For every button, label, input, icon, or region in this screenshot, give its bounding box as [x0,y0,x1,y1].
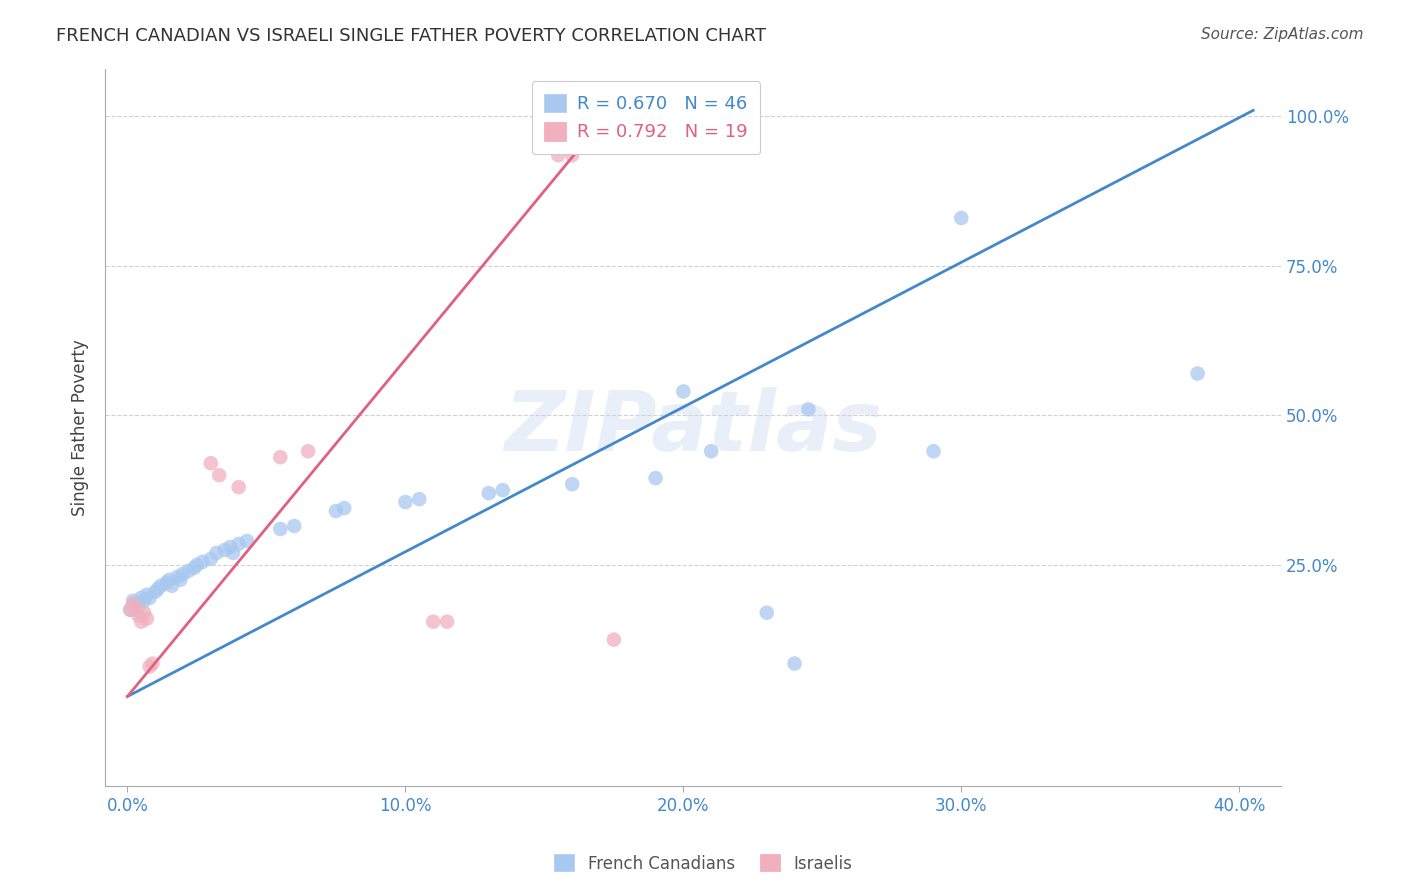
Point [547,148,569,162]
Point [138,591,160,605]
Point [138,659,160,673]
Point [122,593,145,607]
Point [228,480,250,494]
Point [149,579,172,593]
Point [408,492,430,507]
Y-axis label: Single Father Poverty: Single Father Poverty [72,339,89,516]
Point [561,477,583,491]
Point [672,384,695,399]
Point [141,657,163,671]
Point [214,543,236,558]
Point [172,566,194,581]
Point [1187,367,1209,381]
Point [644,471,666,485]
Legend: R = 0.670   N = 46, R = 0.792   N = 19: R = 0.670 N = 46, R = 0.792 N = 19 [531,81,761,154]
Point [177,564,200,578]
Point [783,657,806,671]
Point [135,588,157,602]
Point [478,486,501,500]
Point [131,591,153,605]
Point [135,612,157,626]
Point [283,519,305,533]
Point [219,540,242,554]
Point [131,615,153,629]
Point [191,555,214,569]
Point [128,599,150,614]
Point [125,597,148,611]
Text: FRENCH CANADIAN VS ISRAELI SINGLE FATHER POVERTY CORRELATION CHART: FRENCH CANADIAN VS ISRAELI SINGLE FATHER… [56,27,766,45]
Point [183,561,205,575]
Point [166,570,188,584]
Point [492,483,515,497]
Point [200,456,222,470]
Point [160,579,183,593]
Point [228,537,250,551]
Point [269,522,291,536]
Point [297,444,319,458]
Point [186,558,208,572]
Point [422,615,444,629]
Point [269,450,291,465]
Point [155,575,177,590]
Point [222,546,245,560]
Point [325,504,347,518]
Point [394,495,416,509]
Point [561,148,583,162]
Point [200,552,222,566]
Point [125,603,148,617]
Point [157,573,180,587]
Point [146,582,169,596]
Legend: French Canadians, Israelis: French Canadians, Israelis [547,847,859,880]
Point [134,606,156,620]
Point [236,533,259,548]
Point [120,603,142,617]
Point [755,606,778,620]
Point [120,603,142,617]
Point [169,573,191,587]
Point [922,444,945,458]
Text: ZIPatlas: ZIPatlas [505,387,882,467]
Point [603,632,626,647]
Point [134,593,156,607]
Point [122,597,145,611]
Point [436,615,458,629]
Point [143,584,166,599]
Point [700,444,723,458]
Point [950,211,973,225]
Point [128,608,150,623]
Text: Source: ZipAtlas.com: Source: ZipAtlas.com [1201,27,1364,42]
Point [797,402,820,417]
Point [205,546,228,560]
Point [208,468,231,483]
Point [333,501,356,516]
